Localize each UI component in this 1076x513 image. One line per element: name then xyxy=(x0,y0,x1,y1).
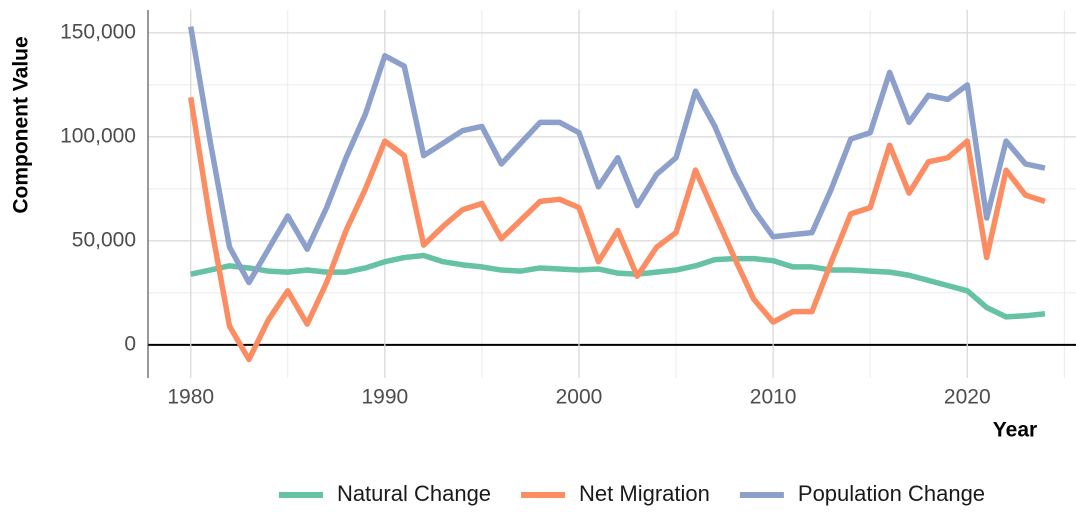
legend-label: Natural Change xyxy=(337,481,491,506)
legend-label: Net Migration xyxy=(579,481,710,506)
series-line xyxy=(187,96,1046,363)
x-tick-label: 2020 xyxy=(944,386,991,409)
series-line xyxy=(190,252,1046,320)
x-tick-label: 2000 xyxy=(556,386,603,409)
x-tick-label: 2010 xyxy=(750,386,797,409)
legend-label: Population Change xyxy=(798,481,985,506)
x-tick-label: 1980 xyxy=(167,386,214,409)
x-tick-label: 1990 xyxy=(361,386,408,409)
x-axis-label: Year xyxy=(993,419,1037,442)
y-tick-label: 100,000 xyxy=(60,124,136,147)
y-tick-label: 50,000 xyxy=(72,228,136,251)
y-tick-label: 0 xyxy=(124,332,136,355)
y-axis-label: Component Value xyxy=(10,36,33,213)
y-tick-label: 150,000 xyxy=(60,20,136,43)
series-line xyxy=(187,26,1046,286)
